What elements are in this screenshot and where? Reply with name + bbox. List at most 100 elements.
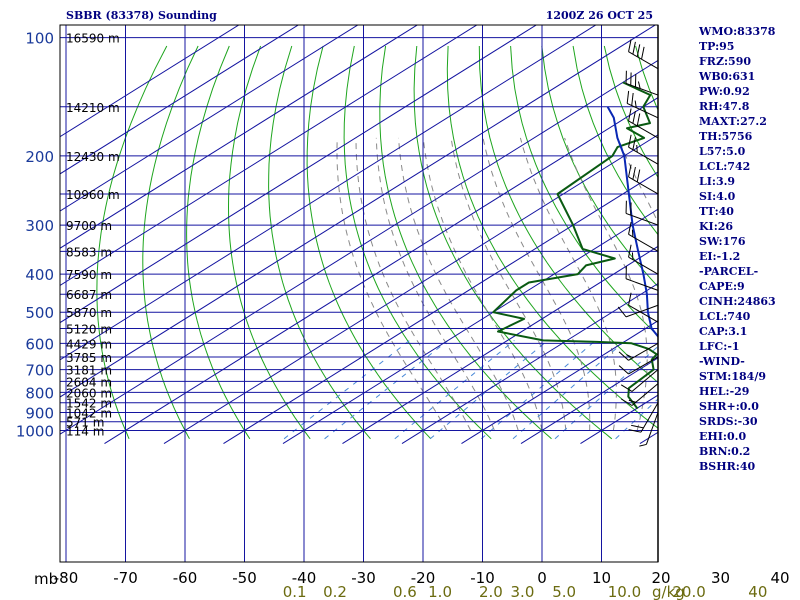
moist-adiabat <box>336 137 448 431</box>
dry-adiabat <box>572 45 658 236</box>
barb-flag <box>639 443 647 447</box>
index-line: SRDS:-30 <box>699 415 758 428</box>
mixing-ratio-tick-label: 2.0 <box>479 583 503 600</box>
mixing-ratio-tick-label: 0.6 <box>393 583 417 600</box>
dry-adiabat <box>446 45 658 429</box>
pressure-tick-label: 1000 <box>16 422 54 440</box>
mixing-ratio-tick-label: 10.0 <box>608 583 641 600</box>
moist-adiabat <box>519 137 617 431</box>
height-label: 114 m <box>66 424 104 438</box>
dry-adiabat <box>186 45 251 440</box>
pressure-tick-label: 400 <box>25 266 54 284</box>
temperature-tick-label: -80 <box>54 569 79 587</box>
barb-shaft <box>631 369 659 392</box>
barb-flag <box>628 292 632 306</box>
barb-flag <box>617 306 627 318</box>
barb-flag <box>631 424 644 429</box>
index-line: KI:26 <box>699 220 733 233</box>
pressure-tick-label: 500 <box>25 304 54 322</box>
height-label: 2604 m <box>66 375 112 389</box>
isotherm <box>520 357 658 445</box>
barb-shaft <box>626 103 659 119</box>
wind-barb <box>625 266 659 291</box>
index-line: LCL:740 <box>699 310 751 323</box>
barb-flag <box>636 113 641 127</box>
temperature-tick-label: -60 <box>173 569 198 587</box>
barb-shaft <box>628 233 659 252</box>
index-line: LFC:-1 <box>699 340 740 353</box>
wind-barb <box>618 342 659 361</box>
isotherm <box>104 97 658 445</box>
index-line: BSHR:40 <box>699 460 755 473</box>
datetime-title: 1200Z 26 OCT 25 <box>546 9 653 22</box>
index-line: CAPE:9 <box>699 280 745 293</box>
parcel-trace <box>606 106 658 338</box>
barb-flag <box>618 351 629 361</box>
barb-flag <box>628 221 632 235</box>
indices-panel: WMO:83378 TP:95 FRZ:590 WB0:631 PW:0.92 RH:47… <box>698 25 776 473</box>
barb-flag <box>634 100 637 108</box>
moist-adiabat <box>398 137 519 431</box>
dewpoint-trace <box>492 81 658 410</box>
temperature-tick-label: 30 <box>711 569 730 587</box>
barb-shaft <box>625 278 659 291</box>
height-label: 3785 m <box>66 351 112 365</box>
index-line: MAXT:27.2 <box>699 115 767 128</box>
isotherm <box>461 320 658 445</box>
mixing-ratio-line <box>394 340 515 440</box>
height-label: 5870 m <box>66 306 112 320</box>
barb-flag <box>636 169 641 183</box>
pressure-tick-label: 600 <box>25 335 54 353</box>
height-label: 1542 m <box>66 397 112 411</box>
barb-flag <box>620 384 633 392</box>
temperature-tick-label: -70 <box>113 569 138 587</box>
isotherm <box>223 171 658 445</box>
isotherm <box>163 134 658 445</box>
barb-shaft <box>625 304 659 318</box>
isotherm <box>60 25 300 175</box>
barb-flag <box>628 39 632 52</box>
height-label: 8583 m <box>66 245 112 259</box>
height-label: 16590 m <box>66 32 120 46</box>
barb-shaft <box>628 342 659 361</box>
height-label: 571 m <box>66 416 104 430</box>
pressure-tick-label: 100 <box>25 30 54 48</box>
index-line: SHR+:0.0 <box>699 400 759 413</box>
dry-adiabat <box>541 45 658 288</box>
index-line: LI:3.9 <box>699 175 735 188</box>
height-label: 5120 m <box>66 322 112 336</box>
isotherm <box>282 208 658 445</box>
pressure-tick-label: 300 <box>25 217 54 235</box>
index-line: PW:0.92 <box>699 85 750 98</box>
wind-barb <box>628 292 659 323</box>
isotherm <box>60 25 597 361</box>
dry-adiabat <box>343 45 492 440</box>
mixing-ratio-line <box>283 340 410 440</box>
temperature-tick-label: 10 <box>592 569 611 587</box>
barb-flag <box>626 354 634 359</box>
moist-adiabat <box>355 137 472 431</box>
wind-barb <box>628 221 659 252</box>
barb-flag <box>637 81 641 89</box>
barb-flag <box>628 399 636 403</box>
height-label: 10960 m <box>66 188 120 202</box>
mixing-ratio-tick-label: 0.1 <box>283 583 307 600</box>
pressure-axis-name: mb <box>34 570 58 588</box>
wind-barb <box>639 412 659 447</box>
barb-flag <box>628 134 632 148</box>
frame-layer <box>59 24 659 563</box>
wind-barb <box>628 134 659 165</box>
index-line: FRZ:590 <box>699 55 751 68</box>
moist-adiabat <box>564 137 648 431</box>
mixing-ratio-tick-label: 0.2 <box>323 583 347 600</box>
barb-flag <box>632 110 636 124</box>
dry-adiabat <box>379 45 552 440</box>
isotherm <box>60 25 359 212</box>
barb-shaft <box>625 212 659 226</box>
dry-adiabat <box>306 45 432 440</box>
data-layer <box>492 81 658 410</box>
station-title: SBBR (83378) Sounding <box>66 9 217 22</box>
barb-flag <box>631 92 634 106</box>
index-line: EHI:0.0 <box>699 430 746 443</box>
